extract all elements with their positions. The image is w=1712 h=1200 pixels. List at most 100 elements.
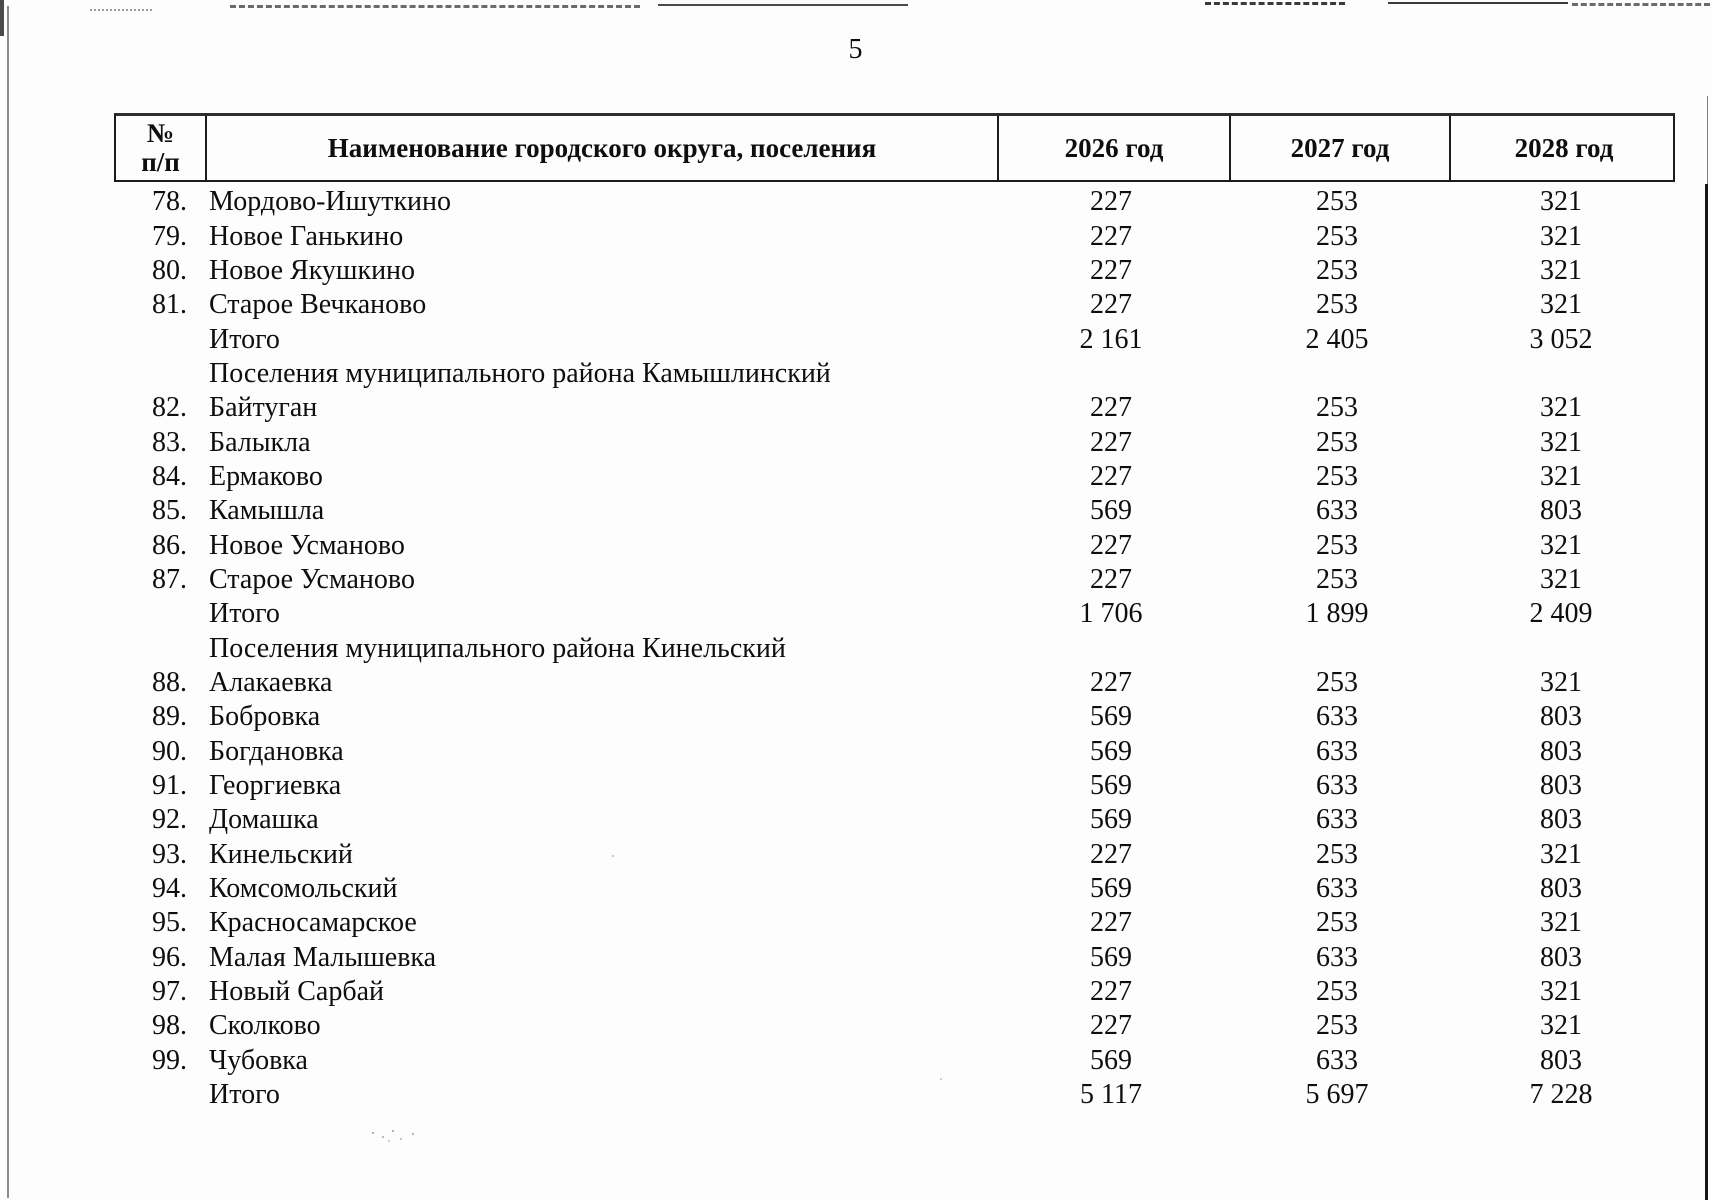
cell-year-2028: 803 (1540, 495, 1582, 527)
table-row: 84. Ермаково 227 253 321 (114, 460, 1675, 494)
header-cell-2026: 2026 год (997, 116, 1229, 180)
scan-dot (612, 855, 614, 857)
cell-year-2028: 321 (1540, 907, 1582, 939)
cell-year-2027: 253 (1316, 289, 1358, 321)
table-row: Поселения муниципального района Камышлин… (114, 357, 1675, 391)
scan-corner-mark (0, 0, 4, 36)
cell-name: Балыкла (209, 426, 311, 458)
cell-num: 92. (152, 804, 187, 836)
cell-year-2028: 321 (1540, 529, 1582, 561)
table-row: 91. Георгиевка 569 633 803 (114, 769, 1675, 803)
cell-year-2026: 227 (1090, 460, 1132, 492)
cell-name: Комсомольский (209, 873, 398, 905)
table-row: 82. Байтуган 227 253 321 (114, 391, 1675, 425)
table-row: 80. Новое Якушкино 227 253 321 (114, 254, 1675, 288)
cell-num: 96. (152, 941, 187, 973)
cell-num: 84. (152, 460, 187, 492)
table-row: 81. Старое Вечканово 227 253 321 (114, 288, 1675, 322)
cell-num: 99. (152, 1044, 187, 1076)
cell-year-2026: 227 (1090, 529, 1132, 561)
table-row: 79. Новое Ганькино 227 253 321 (114, 219, 1675, 253)
scan-speckles (372, 1132, 374, 1134)
cell-num: 93. (152, 838, 187, 870)
cell-name: Камышла (209, 495, 325, 527)
cell-year-2028: 803 (1540, 735, 1582, 767)
table-body: 78. Мордово-Ишуткино 227 253 321 79. Новое Ган… (114, 182, 1675, 1112)
cell-year-2026: 227 (1090, 254, 1132, 286)
cell-year-2026: 1 706 (1079, 598, 1143, 630)
cell-year-2027: 253 (1316, 460, 1358, 492)
cell-year-2028: 321 (1540, 186, 1582, 218)
cell-name: Малая Малышевка (209, 941, 437, 973)
cell-year-2028: 321 (1540, 838, 1582, 870)
cell-name: Домашка (209, 804, 319, 836)
cell-year-2026: 569 (1090, 941, 1132, 973)
table-row: 83. Балыкла 227 253 321 (114, 425, 1675, 459)
cell-year-2026: 227 (1090, 186, 1132, 218)
cell-year-2027: 253 (1316, 666, 1358, 698)
header-cell-2027: 2027 год (1229, 116, 1449, 180)
cell-year-2026: 5 117 (1080, 1079, 1142, 1111)
cell-year-2026: 569 (1090, 701, 1132, 733)
cell-year-2027: 2 405 (1305, 323, 1369, 355)
table-row: 90. Богдановка 569 633 803 (114, 735, 1675, 769)
cell-year-2026: 227 (1090, 1010, 1132, 1042)
cell-year-2026: 227 (1090, 907, 1132, 939)
header-cell-name: Наименование городского округа, поселени… (205, 116, 997, 180)
cell-name: Ермаково (209, 460, 323, 492)
cell-year-2026: 2 161 (1079, 323, 1143, 355)
cell-num: 94. (152, 873, 187, 905)
scan-top-dash (230, 5, 640, 8)
scan-dot (940, 1078, 942, 1080)
cell-year-2027: 633 (1316, 1044, 1358, 1076)
settlements-table: № п/п Наименование городского округа, по… (114, 113, 1675, 1112)
table-row: Итого 5 117 5 697 7 228 (114, 1078, 1675, 1112)
cell-name: Георгиевка (209, 770, 342, 802)
cell-year-2026: 227 (1090, 838, 1132, 870)
cell-name: Алакаевка (209, 666, 333, 698)
cell-year-2027: 633 (1316, 495, 1358, 527)
cell-name: Итого (209, 598, 280, 630)
cell-year-2027: 1 899 (1305, 598, 1369, 630)
cell-year-2028: 803 (1540, 873, 1582, 905)
cell-year-2027: 253 (1316, 254, 1358, 286)
cell-num: 80. (152, 254, 187, 286)
cell-num: 82. (152, 392, 187, 424)
cell-name: Поселения муниципального района Кинельск… (209, 632, 786, 664)
cell-year-2028: 3 052 (1529, 323, 1593, 355)
cell-name: Кинельский (209, 838, 353, 870)
cell-year-2027: 633 (1316, 804, 1358, 836)
cell-num: 91. (152, 770, 187, 802)
cell-year-2027: 253 (1316, 976, 1358, 1008)
table-row: 94. Комсомольский 569 633 803 (114, 872, 1675, 906)
cell-year-2028: 321 (1540, 289, 1582, 321)
cell-year-2027: 253 (1316, 186, 1358, 218)
table-row: 78. Мордово-Ишуткино 227 253 321 (114, 185, 1675, 219)
cell-num: 78. (152, 186, 187, 218)
cell-year-2027: 253 (1316, 563, 1358, 595)
cell-num: 79. (152, 220, 187, 252)
cell-year-2028: 321 (1540, 220, 1582, 252)
cell-name: Мордово-Ишуткино (209, 186, 452, 218)
scan-top-dash (658, 4, 908, 6)
scan-edge-line-right-top (1707, 96, 1708, 184)
cell-num: 83. (152, 426, 187, 458)
cell-year-2026: 227 (1090, 563, 1132, 595)
cell-name: Итого (209, 323, 280, 355)
cell-year-2026: 227 (1090, 289, 1132, 321)
scan-top-dash (1388, 2, 1568, 4)
cell-year-2028: 321 (1540, 254, 1582, 286)
cell-name: Старое Усманово (209, 563, 415, 595)
cell-year-2027: 253 (1316, 1010, 1358, 1042)
cell-name: Бобровка (209, 701, 321, 733)
table-row: 96. Малая Малышевка 569 633 803 (114, 941, 1675, 975)
cell-num: 90. (152, 735, 187, 767)
table-row: 93. Кинельский 227 253 321 (114, 838, 1675, 872)
cell-name: Старое Вечканово (209, 289, 427, 321)
cell-year-2028: 2 409 (1529, 598, 1593, 630)
cell-num: 87. (152, 563, 187, 595)
cell-year-2027: 633 (1316, 701, 1358, 733)
cell-year-2026: 569 (1090, 770, 1132, 802)
cell-year-2027: 253 (1316, 220, 1358, 252)
cell-year-2028: 803 (1540, 770, 1582, 802)
